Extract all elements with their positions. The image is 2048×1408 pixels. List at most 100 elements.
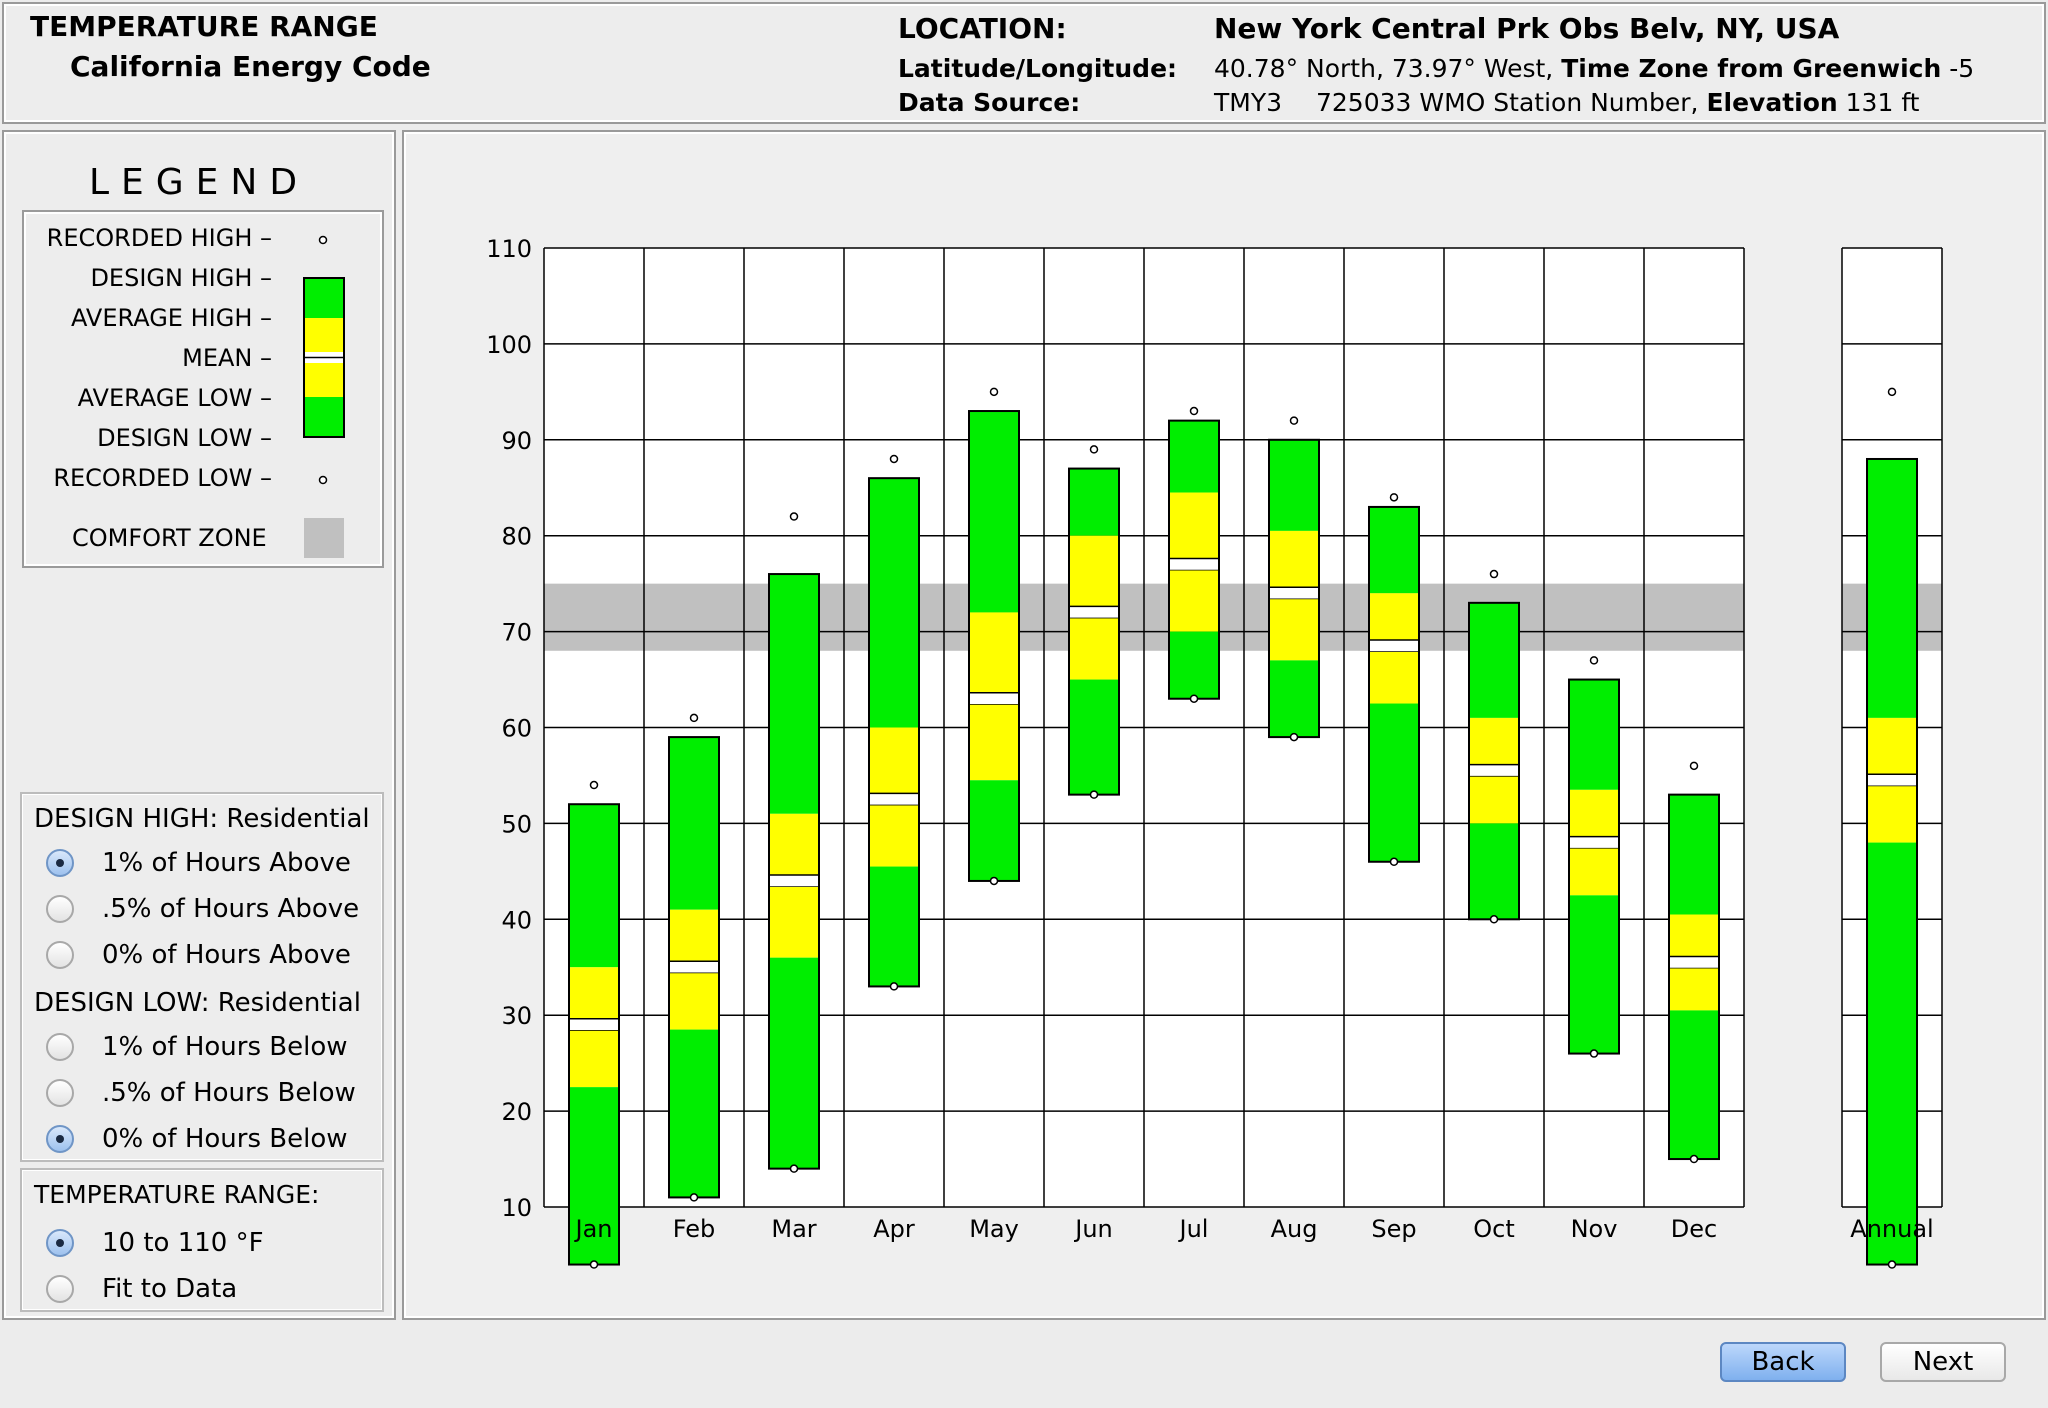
legend-design-swatch-bottom [304,397,344,437]
station-value: 725033 WMO Station Number, [1315,88,1699,117]
bar-average-high-segment [869,727,919,800]
radio-button[interactable] [46,895,74,923]
bar-average-high-segment [1169,492,1219,565]
design-high-option-1[interactable]: 1% of Hours Above [46,848,351,878]
bar-mean-band [1269,587,1319,600]
page-subtitle: California Energy Code [70,50,431,83]
radio-button[interactable] [46,1125,74,1153]
legend-recorded-low-marker [318,475,328,485]
radio-button[interactable] [46,1079,74,1107]
latlon-value: 40.78° North, 73.97° West, [1214,54,1554,83]
design-high-option-2[interactable]: .5% of Hours Above [46,894,359,924]
x-tick-label: Sep [1371,1215,1416,1243]
bar-mean-band [1369,639,1419,652]
recorded-low-marker [1689,1154,1699,1164]
bar-design-low-segment [1169,631,1219,699]
radio-button[interactable] [46,1229,74,1257]
bar-average-low-segment [1269,599,1319,661]
bar-average-high-segment [1669,914,1719,963]
bar-design-low-segment [1069,679,1119,795]
design-low-option-1[interactable]: 1% of Hours Below [46,1032,348,1062]
next-button[interactable]: Next [1880,1342,2006,1382]
legend-recorded-high-marker [318,235,328,245]
bar-average-high-segment [769,813,819,881]
timezone-label: Time Zone from Greenwich [1561,54,1942,83]
back-button[interactable]: Back [1720,1342,1846,1382]
y-tick-label: 20 [501,1098,532,1126]
bar-average-low-segment [569,1030,619,1088]
bar-design-low-segment [669,1029,719,1198]
recorded-low-marker [989,876,999,886]
radio-button[interactable] [46,1033,74,1061]
bar-average-low-segment [1867,786,1917,843]
y-tick-label: 50 [501,810,532,838]
bar-design-low-segment [1867,842,1917,1265]
legend-design-low: DESIGN LOW – [97,424,272,452]
bar-average-high-segment [1069,535,1119,613]
timezone-value: -5 [1949,54,1975,83]
recorded-low-marker [789,1164,799,1173]
bar-design-high-segment [569,804,619,968]
design-high-option-3[interactable]: 0% of Hours Above [46,940,351,970]
bar-average-high-segment [569,967,619,1025]
y-tick-label: 100 [486,331,532,359]
bar-design-high-segment [769,574,819,814]
temp-range-option-2[interactable]: Fit to Data [46,1274,237,1304]
x-tick-label: Jul [1178,1215,1209,1243]
recorded-high-marker [1089,445,1099,454]
bar-design-high-segment [1369,506,1419,594]
bar-average-high-segment [1469,717,1519,771]
y-tick-label: 90 [501,427,532,455]
legend-design-swatch-top [304,278,344,318]
bar-average-high-segment [1569,789,1619,843]
x-tick-label: Nov [1571,1215,1618,1243]
recorded-low-marker [1589,1049,1599,1058]
bar-design-low-segment [769,957,819,1169]
legend-comfort-swatch [304,518,344,558]
bar-design-high-segment [969,411,1019,613]
bar-design-high-segment [1669,794,1719,915]
bar-average-low-segment [1569,848,1619,896]
temp-range-option-1[interactable]: 10 to 110 °F [46,1228,264,1258]
legend-box: RECORDED HIGH – DESIGN HIGH – AVERAGE HI… [22,210,384,568]
radio-button[interactable] [46,1275,74,1303]
location-label: LOCATION: [898,12,1067,45]
legend-recorded-low: RECORDED LOW – [53,464,272,492]
design-high-title: DESIGN HIGH: Residential [34,804,370,834]
elevation-value: 131 ft [1845,88,1920,117]
radio-button[interactable] [46,849,74,877]
recorded-high-marker [789,512,799,521]
temp-range-group: TEMPERATURE RANGE: 10 to 110 °F Fit to D… [20,1168,384,1312]
legend-comfort-label: COMFORT ZONE [72,524,267,552]
bar-average-low-segment [969,704,1019,781]
recorded-high-marker [989,387,999,397]
bar-design-high-segment [669,737,719,910]
bar-mean-band [1169,558,1219,571]
bar-average-low-segment [769,886,819,958]
temp-range-title: TEMPERATURE RANGE: [34,1180,320,1209]
bar-design-low-segment [1469,823,1519,920]
recorded-low-marker [1089,790,1099,799]
x-tick-label: Mar [771,1215,816,1243]
bar-mean-band [1669,956,1719,969]
design-low-title: DESIGN LOW: Residential [34,988,361,1018]
design-low-option-3[interactable]: 0% of Hours Below [46,1124,348,1154]
legend-average-swatch-top [304,318,344,352]
elevation-label: Elevation [1706,88,1838,117]
y-tick-label: 30 [501,1002,532,1030]
bar-design-low-segment [1669,1010,1719,1160]
legend-average-low: AVERAGE LOW – [77,384,272,412]
bar-design-low-segment [1369,703,1419,862]
radio-button[interactable] [46,941,74,969]
bar-design-low-segment [869,866,919,987]
recorded-low-marker [689,1193,699,1202]
design-low-option-2[interactable]: .5% of Hours Below [46,1078,356,1108]
bar-design-low-segment [569,1087,619,1265]
bar-mean-band [1867,774,1917,787]
x-tick-label: Oct [1473,1215,1515,1243]
bar-average-low-segment [1669,968,1719,1011]
x-tick-label: Jun [1073,1215,1113,1243]
bar-average-low-segment [1069,618,1119,680]
bar-average-high-segment [969,612,1019,699]
latlon-label: Latitude/Longitude: [898,54,1178,83]
